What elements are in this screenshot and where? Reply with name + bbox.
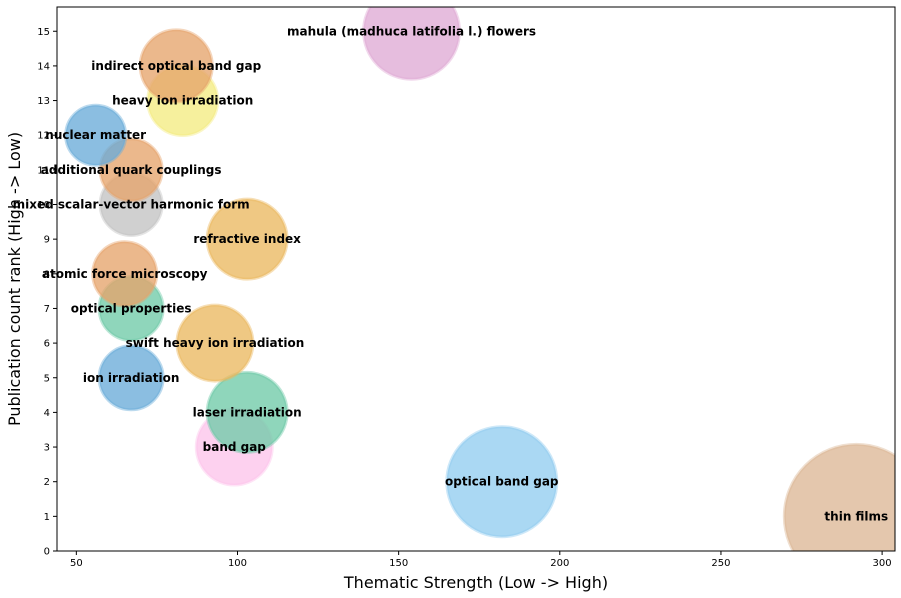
bubble-13 [138,28,214,104]
x-axis-label: Thematic Strength (Low -> High) [343,573,608,592]
bubble-4 [97,344,165,412]
bubble-label-10: additional quark couplings [41,163,222,177]
x-tick-label-0: 50 [70,558,83,569]
bubble-label-0: thin films [824,509,888,523]
bubble-labels-layer: thin films optical band gap band gap laser … [13,24,889,523]
y-tick-label-1: 1 [44,512,50,523]
y-tick-label-0: 0 [44,547,50,558]
bubble-3 [205,370,289,454]
bubble-5 [175,303,255,383]
y-tick-label-8: 8 [44,269,50,280]
x-axis-ticks: 50 100 150 200 250 300 [70,551,892,569]
y-axis-label: Publication count rank (High -> Low) [5,132,24,426]
y-tick-label-10: 10 [37,200,50,211]
bubble-11 [64,103,128,167]
bubble-label-7: atomic force microscopy [42,267,208,281]
y-tick-label-3: 3 [44,443,50,454]
x-tick-label-1: 100 [228,558,247,569]
y-tick-label-11: 11 [37,165,50,176]
bubble-label-11: nuclear matter [45,128,146,142]
bubble-14 [362,7,462,81]
y-tick-label-5: 5 [44,373,50,384]
bubble-label-8: refractive index [193,232,301,246]
plot-frame [56,6,896,552]
bubbles-layer [64,7,895,551]
bubble-label-13: indirect optical band gap [91,59,261,73]
y-tick-label-4: 4 [44,408,50,419]
y-tick-label-2: 2 [44,477,50,488]
bubble-label-6: optical properties [71,301,192,315]
y-tick-label-14: 14 [37,61,50,72]
bubble-label-4: ion irradiation [83,371,180,385]
y-tick-label-9: 9 [44,235,50,246]
bubble-label-12: heavy ion irradiation [112,94,253,108]
x-tick-label-5: 300 [873,558,892,569]
bubble-1 [445,425,559,539]
bubble-label-9: mixed scalar-vector harmonic form [13,198,250,212]
bubble-label-1: optical band gap [445,475,559,489]
y-tick-label-6: 6 [44,339,50,350]
x-tick-label-3: 200 [550,558,569,569]
y-tick-label-15: 15 [37,27,50,38]
x-tick-label-2: 150 [389,558,408,569]
y-tick-label-7: 7 [44,304,50,315]
bubble-8 [205,197,289,281]
x-tick-label-4: 250 [711,558,730,569]
bubble-label-14: mahula (madhuca latifolia l.) flowers [287,24,536,38]
bubble-label-5: swift heavy ion irradiation [126,336,305,350]
y-tick-label-13: 13 [37,96,50,107]
bubble-label-3: laser irradiation [193,405,302,419]
bubble-7 [91,240,159,308]
bubble-0 [782,442,895,551]
bubble-label-2: band gap [203,440,267,454]
y-tick-label-12: 12 [37,131,50,142]
